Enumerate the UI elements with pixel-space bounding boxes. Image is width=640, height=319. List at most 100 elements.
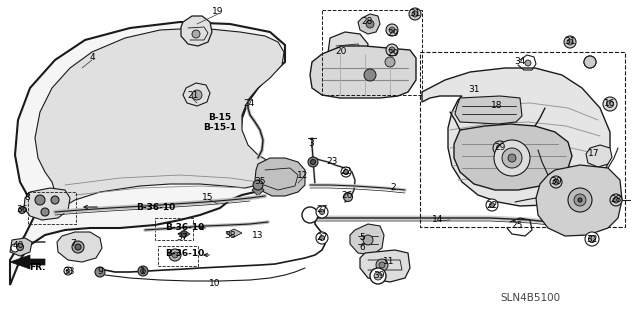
Circle shape <box>564 36 576 48</box>
Circle shape <box>493 141 507 155</box>
Circle shape <box>192 90 202 100</box>
Text: 22: 22 <box>486 201 498 210</box>
Circle shape <box>409 8 421 20</box>
Circle shape <box>603 97 617 111</box>
Text: 26: 26 <box>341 191 353 201</box>
Text: 31: 31 <box>468 85 480 94</box>
Text: 14: 14 <box>432 214 444 224</box>
Text: B-15-1: B-15-1 <box>204 123 237 132</box>
Text: 13: 13 <box>252 232 264 241</box>
Text: 28: 28 <box>362 18 372 26</box>
Text: 29: 29 <box>494 144 506 152</box>
Circle shape <box>64 267 72 275</box>
Circle shape <box>95 267 105 277</box>
Circle shape <box>490 203 495 207</box>
Circle shape <box>610 194 622 206</box>
Polygon shape <box>350 224 384 255</box>
Polygon shape <box>10 255 45 269</box>
Circle shape <box>19 206 26 213</box>
Text: 33: 33 <box>63 266 75 276</box>
Polygon shape <box>181 16 212 46</box>
Text: 20: 20 <box>335 48 347 56</box>
Text: 4: 4 <box>89 53 95 62</box>
Circle shape <box>497 145 504 152</box>
Bar <box>322 10 422 95</box>
Circle shape <box>607 100 614 108</box>
Text: 11: 11 <box>383 257 395 266</box>
Circle shape <box>376 259 388 271</box>
Circle shape <box>319 235 324 241</box>
Circle shape <box>17 243 24 250</box>
Text: 6: 6 <box>359 242 365 251</box>
Circle shape <box>344 169 349 174</box>
Text: 23: 23 <box>326 157 338 166</box>
Polygon shape <box>183 83 210 106</box>
Polygon shape <box>35 28 284 210</box>
Text: 16: 16 <box>604 100 616 108</box>
Text: 22: 22 <box>340 167 351 175</box>
Polygon shape <box>10 238 32 256</box>
Circle shape <box>138 266 148 276</box>
Text: 2: 2 <box>390 183 396 192</box>
Text: 18: 18 <box>492 100 503 109</box>
Circle shape <box>370 268 386 284</box>
Text: 1: 1 <box>140 268 146 277</box>
Text: 31: 31 <box>564 38 576 47</box>
Bar <box>28 192 76 224</box>
Circle shape <box>192 30 200 38</box>
Circle shape <box>379 262 385 268</box>
Text: 27: 27 <box>316 205 328 214</box>
Text: SLN4B5100: SLN4B5100 <box>500 293 560 303</box>
Polygon shape <box>455 96 522 124</box>
Text: 27: 27 <box>316 233 328 241</box>
Text: 15: 15 <box>202 192 214 202</box>
Circle shape <box>316 232 328 244</box>
Circle shape <box>310 160 316 165</box>
Circle shape <box>389 27 395 33</box>
Circle shape <box>585 232 599 246</box>
Polygon shape <box>178 230 190 238</box>
Text: 39: 39 <box>373 271 385 279</box>
Circle shape <box>141 269 145 273</box>
Polygon shape <box>360 250 410 282</box>
Text: 10: 10 <box>209 278 221 287</box>
Text: 38: 38 <box>224 232 236 241</box>
Ellipse shape <box>273 174 291 184</box>
Text: B-36-10: B-36-10 <box>165 249 205 258</box>
Bar <box>158 246 198 266</box>
Circle shape <box>344 192 353 202</box>
Text: 9: 9 <box>97 266 103 276</box>
Polygon shape <box>536 165 622 236</box>
Polygon shape <box>454 124 572 190</box>
Text: 37: 37 <box>176 234 188 242</box>
Circle shape <box>502 148 522 168</box>
Circle shape <box>308 157 318 167</box>
Text: 21: 21 <box>188 92 198 100</box>
Circle shape <box>181 231 187 237</box>
Circle shape <box>553 179 559 185</box>
Text: 7: 7 <box>70 240 76 249</box>
Circle shape <box>385 57 395 67</box>
Polygon shape <box>310 46 416 98</box>
Circle shape <box>35 195 45 205</box>
Circle shape <box>508 154 516 162</box>
Circle shape <box>412 11 418 17</box>
Circle shape <box>302 207 318 223</box>
Circle shape <box>66 269 70 273</box>
Circle shape <box>567 39 573 45</box>
Circle shape <box>386 44 398 56</box>
Circle shape <box>169 249 181 261</box>
Text: 29: 29 <box>387 28 399 38</box>
Text: 29: 29 <box>387 49 399 58</box>
Polygon shape <box>57 232 102 262</box>
Polygon shape <box>586 145 612 167</box>
Circle shape <box>253 180 263 190</box>
Circle shape <box>494 140 530 176</box>
Text: 32: 32 <box>586 234 598 243</box>
Text: B-15: B-15 <box>209 114 232 122</box>
Text: B-36-10: B-36-10 <box>136 203 175 211</box>
Text: FR.: FR. <box>29 263 45 272</box>
Circle shape <box>374 272 382 280</box>
Text: 28: 28 <box>611 196 621 204</box>
Circle shape <box>363 235 373 245</box>
